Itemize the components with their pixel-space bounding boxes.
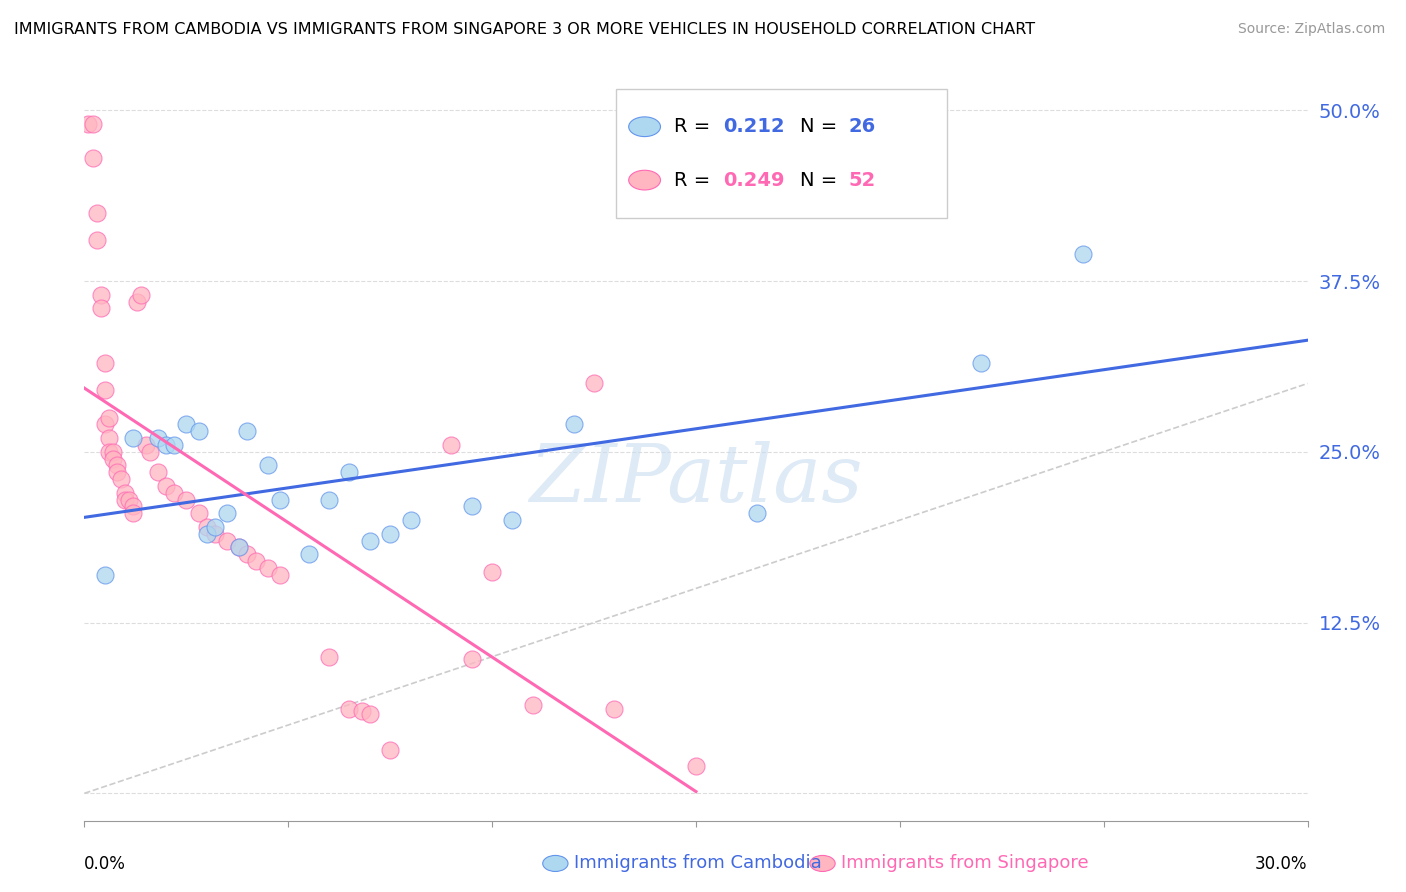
Point xyxy=(101,451,124,466)
Text: N =: N = xyxy=(800,117,844,136)
Point xyxy=(174,492,197,507)
Point xyxy=(399,513,422,527)
Point xyxy=(747,506,769,520)
Point xyxy=(101,444,124,458)
Point xyxy=(122,500,145,514)
Text: 0.212: 0.212 xyxy=(723,117,785,136)
Point xyxy=(461,652,484,666)
Point xyxy=(562,417,585,432)
Circle shape xyxy=(628,117,661,136)
Point xyxy=(187,425,209,439)
Point xyxy=(93,417,115,432)
Text: Immigrants from Cambodia: Immigrants from Cambodia xyxy=(574,855,821,872)
Text: Immigrants from Singapore: Immigrants from Singapore xyxy=(841,855,1088,872)
Point xyxy=(269,567,291,582)
Point xyxy=(583,376,606,391)
Point xyxy=(236,425,259,439)
Point xyxy=(122,431,145,445)
Point xyxy=(155,479,177,493)
Text: ZIPatlas: ZIPatlas xyxy=(529,441,863,518)
Point xyxy=(118,492,141,507)
Point xyxy=(93,384,115,398)
Point xyxy=(195,520,218,534)
Point xyxy=(122,506,145,520)
Point xyxy=(350,704,373,718)
Point xyxy=(174,417,197,432)
Circle shape xyxy=(810,855,835,871)
Point xyxy=(114,492,136,507)
Point xyxy=(90,301,112,316)
Point xyxy=(217,533,239,548)
Point xyxy=(236,547,259,561)
Point xyxy=(82,117,104,131)
Point xyxy=(97,444,120,458)
Point xyxy=(359,533,381,548)
Text: R =: R = xyxy=(673,117,717,136)
Point xyxy=(339,465,361,479)
Point xyxy=(90,287,112,301)
Point xyxy=(105,465,128,479)
Text: 30.0%: 30.0% xyxy=(1256,855,1308,872)
Point xyxy=(114,485,136,500)
Point xyxy=(146,431,169,445)
Point xyxy=(245,554,267,568)
Point xyxy=(110,472,132,486)
Point xyxy=(105,458,128,473)
Text: IMMIGRANTS FROM CAMBODIA VS IMMIGRANTS FROM SINGAPORE 3 OR MORE VEHICLES IN HOUS: IMMIGRANTS FROM CAMBODIA VS IMMIGRANTS F… xyxy=(14,22,1035,37)
Point xyxy=(195,526,218,541)
Point xyxy=(204,520,226,534)
Point xyxy=(131,287,153,301)
Point xyxy=(97,410,120,425)
Point xyxy=(269,492,291,507)
Text: 0.0%: 0.0% xyxy=(84,855,127,872)
Point xyxy=(127,294,149,309)
Point xyxy=(138,444,160,458)
Point xyxy=(970,356,993,370)
Point xyxy=(461,500,484,514)
Point xyxy=(204,526,226,541)
Point xyxy=(481,565,503,579)
Text: 26: 26 xyxy=(849,117,876,136)
Point xyxy=(257,458,280,473)
Text: R =: R = xyxy=(673,170,717,190)
FancyBboxPatch shape xyxy=(616,89,946,218)
Circle shape xyxy=(628,170,661,190)
Point xyxy=(97,431,120,445)
Point xyxy=(685,759,707,773)
Point xyxy=(298,547,321,561)
Point xyxy=(228,541,250,555)
Point xyxy=(163,485,186,500)
Point xyxy=(187,506,209,520)
Point xyxy=(318,649,340,664)
Point xyxy=(146,465,169,479)
Point xyxy=(502,513,524,527)
Point xyxy=(163,438,186,452)
Circle shape xyxy=(543,855,568,871)
Point xyxy=(1073,246,1095,260)
Point xyxy=(217,506,239,520)
Point xyxy=(82,151,104,165)
Point xyxy=(440,438,463,452)
Point xyxy=(77,117,100,131)
Point xyxy=(93,356,115,370)
Text: 0.249: 0.249 xyxy=(723,170,785,190)
Point xyxy=(359,707,381,722)
Text: 52: 52 xyxy=(849,170,876,190)
Point xyxy=(86,205,108,219)
Point xyxy=(86,233,108,247)
Point xyxy=(257,561,280,575)
Point xyxy=(135,438,157,452)
Point xyxy=(228,541,250,555)
Point xyxy=(318,492,340,507)
Point xyxy=(155,438,177,452)
Text: N =: N = xyxy=(800,170,844,190)
Point xyxy=(339,701,361,715)
Point xyxy=(603,701,626,715)
Point xyxy=(380,526,402,541)
Point xyxy=(93,567,115,582)
Point xyxy=(380,742,402,756)
Point xyxy=(522,698,544,712)
Text: Source: ZipAtlas.com: Source: ZipAtlas.com xyxy=(1237,22,1385,37)
